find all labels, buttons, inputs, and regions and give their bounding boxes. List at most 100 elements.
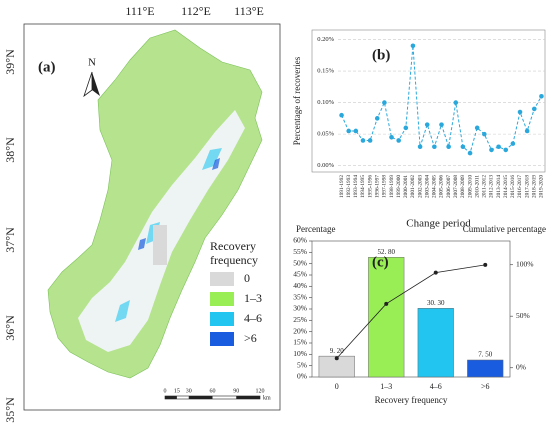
x-tick-label: 1993-1994 — [353, 175, 359, 198]
panel-label: (b) — [372, 47, 390, 63]
cumulative-point — [483, 262, 488, 267]
x-tick-label: 2001-2002 — [410, 175, 416, 198]
x-tick-label: 2014-2015 — [503, 175, 509, 198]
y2-tick-label: 100% — [516, 259, 534, 268]
x-tick-label: 1998-1999 — [389, 175, 395, 198]
data-point — [496, 144, 501, 150]
x-tick-label: 1–3 — [380, 382, 392, 391]
bar — [318, 355, 355, 378]
y-tick-label: 35% — [293, 292, 307, 301]
data-point — [517, 109, 523, 115]
data-point — [424, 122, 430, 127]
y-tick-label: 60% — [293, 236, 307, 245]
data-point — [482, 131, 487, 137]
x-tick-label: 2009-2010 — [467, 175, 473, 198]
x-tick-label: 2013-2014 — [496, 175, 502, 198]
legend-title: Recovery — [210, 239, 256, 253]
x-tick-label: 2010-2011 — [474, 175, 480, 198]
line-chart: 0.00% 0.05% 0.10% 0.15% 0.20% 1991-1992 1992-1… — [292, 29, 546, 230]
bar — [467, 359, 504, 378]
data-point — [367, 138, 373, 143]
map-patch — [153, 225, 167, 265]
legend-label: 4–6 — [244, 311, 262, 325]
x-tick-label: 2004-2005 — [432, 175, 438, 198]
x-tick-label: 2002-2003 — [417, 175, 423, 198]
data-point — [524, 128, 530, 134]
data-point — [374, 116, 380, 121]
y2-tick-label: 50% — [516, 311, 530, 320]
data-point — [446, 144, 451, 150]
legend-title: frequency — [210, 253, 258, 267]
legend-swatch — [210, 292, 234, 306]
x-tick-label: >6 — [481, 382, 490, 391]
latitude-label: 36°N — [3, 315, 17, 341]
y-tick-label: 0.00% — [317, 162, 334, 169]
y-tick-label: 55% — [293, 247, 307, 256]
data-label: 30. 30 — [427, 299, 445, 307]
x-tick-label: 1994-1995 — [360, 175, 366, 198]
map-patch — [115, 148, 222, 322]
scale-label: 120 — [256, 388, 265, 394]
data-point — [531, 106, 537, 112]
data-point — [403, 125, 409, 131]
x-tick-label: 4–6 — [430, 382, 442, 391]
scale-label: 30 — [186, 388, 192, 394]
scale-unit: km — [263, 395, 271, 401]
scale-label: 0 — [164, 388, 167, 394]
data-label: 9. 20 — [330, 347, 345, 355]
cumulative-line — [336, 264, 486, 359]
latitude-label: 38°N — [3, 137, 17, 163]
y-tick-label: 40% — [293, 281, 307, 290]
north-arrow — [83, 71, 93, 98]
y-tick-label: 15% — [293, 338, 307, 347]
x-tick-label: 2019-2020 — [539, 175, 545, 198]
data-point — [510, 141, 516, 146]
cumulative-point — [433, 270, 438, 275]
map-annotations: 111°E 112°E 113°E 39°N 38°N 37°N 36°N 35°N Recov… — [3, 4, 271, 423]
y-tick-label: 0.20% — [317, 36, 334, 43]
panel-label: (a) — [38, 59, 56, 75]
data-point — [339, 112, 344, 118]
longitude-label: 111°E — [125, 4, 154, 18]
longitude-label: 112°E — [181, 4, 211, 18]
data-point — [360, 138, 366, 143]
y-tick-label: 20% — [293, 326, 307, 335]
data-point — [346, 128, 352, 134]
y-tick-label: 0.10% — [317, 99, 334, 106]
x-axis-label: Change period — [406, 218, 471, 230]
legend-label: 1–3 — [244, 291, 262, 305]
north-arrow — [92, 72, 100, 96]
y-tick-label: 25% — [293, 315, 307, 324]
legend-label: >6 — [244, 331, 257, 345]
y-tick-label: 0.05% — [317, 131, 334, 138]
cumulative-point — [384, 301, 389, 306]
bar-chart: 0% 5% 10% 15% 20% 25% 30% 35% 40% 45% 50% 55% 60% 0% 5… — [293, 224, 546, 405]
data-label: 7. 50 — [478, 351, 493, 359]
legend-swatch — [210, 332, 234, 346]
plot-frame — [311, 29, 546, 173]
x-tick-label: 2011-2012 — [482, 175, 488, 198]
y-tick-label: 45% — [293, 270, 307, 279]
y-tick-label: 5% — [297, 360, 307, 369]
data-point — [382, 100, 387, 105]
x-tick-label: 2006-2007 — [446, 175, 452, 198]
scale-bar-segment — [188, 396, 213, 399]
longitude-label: 113°E — [234, 4, 264, 18]
x-tick-label: 1991-1992 — [339, 175, 345, 198]
legend-swatch — [210, 312, 234, 326]
data-point — [539, 93, 544, 99]
x-tick-label: 2018-2019 — [532, 175, 538, 198]
y-tick-label: 50% — [293, 258, 307, 267]
x-tick-label: 2007-2008 — [453, 175, 459, 198]
bar — [417, 308, 454, 378]
data-point — [489, 147, 494, 153]
y-axis-label: Percentage of recoveries — [292, 56, 302, 145]
y-tick-label: 0% — [297, 372, 307, 381]
map-panel: N (a) — [23, 23, 281, 411]
data-point — [389, 134, 394, 140]
y-tick-label: 0.15% — [317, 68, 334, 75]
x-tick-label: 2015-2016 — [510, 175, 516, 198]
x-tick-label: 2003-2004 — [424, 175, 430, 198]
data-point — [410, 43, 416, 49]
